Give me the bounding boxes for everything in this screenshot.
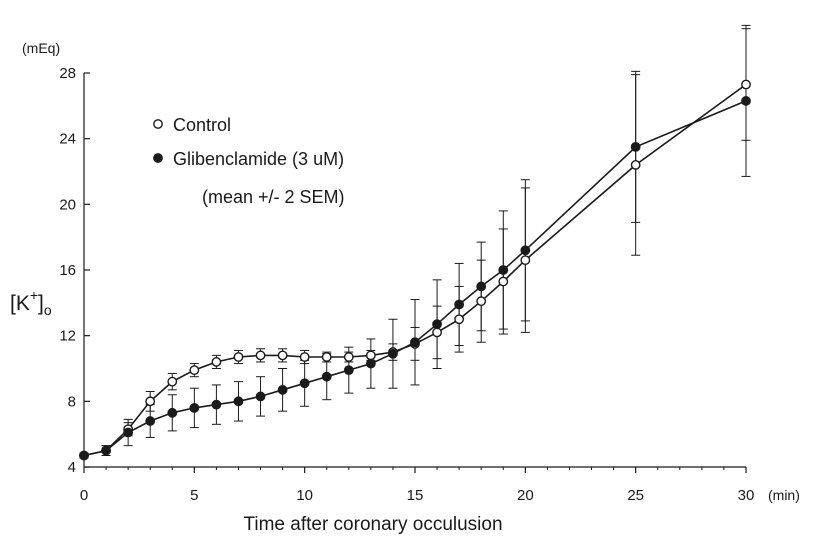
glibenclamide-3-um-point [741, 96, 751, 106]
y-tick-label: 4 [68, 459, 76, 476]
glibenclamide-3-um-point [520, 245, 531, 256]
y-axis-title: [K+]o [10, 287, 52, 318]
glibenclamide-3-um-point [630, 141, 641, 152]
glibenclamide-3-um-point [432, 319, 442, 330]
control-line [83, 83, 747, 457]
x-tick-label: 10 [296, 487, 313, 504]
legend-label-glibenclamide: Glibenclamide (3 uM) [173, 149, 344, 169]
x-tick-label: 30 [738, 487, 755, 504]
glibenclamide-3-um-point [476, 281, 487, 292]
control-point [277, 350, 288, 361]
y-tick-label: 24 [59, 131, 76, 148]
y-tick-label: 12 [59, 328, 76, 345]
glibenclamide-3-um-point [211, 399, 222, 410]
control-point [299, 352, 310, 362]
y-unit-label: (mEq) [22, 40, 60, 56]
y-axis-title-close: ] [38, 292, 44, 315]
glibenclamide-3-um-point [388, 348, 398, 359]
control-point [741, 79, 751, 90]
x-tick-label: 0 [80, 487, 88, 504]
glibenclamide-3-um-point [365, 358, 376, 369]
x-tick-label: 20 [517, 487, 534, 504]
control-point [189, 365, 200, 376]
glibenclamide-3-um-point [343, 365, 354, 376]
legend-note: (mean +/- 2 SEM) [202, 187, 345, 207]
legend-label-control: Control [173, 115, 231, 135]
legend-marker-glibenclamide [153, 153, 163, 163]
control-point [233, 352, 244, 362]
legend: Control Glibenclamide (3 uM) (mean +/- 2… [153, 115, 345, 207]
control-error-bars [79, 28, 751, 459]
control-point [343, 352, 354, 362]
glibenclamide-3-um-point [498, 265, 509, 275]
x-axis-title: Time after coronary occulusion [243, 514, 502, 535]
glibenclamide-3-um-point [233, 396, 244, 407]
y-axis-title-sub: o [44, 302, 52, 318]
glibenclamide-3-um-point [101, 445, 111, 456]
control-point [321, 352, 332, 362]
glibenclamide-3-um-error-bars [79, 24, 751, 459]
control-point [630, 160, 641, 170]
control-point [432, 327, 442, 338]
y-axis-title-sup: + [30, 287, 38, 303]
control-point [498, 276, 509, 287]
control-point [476, 296, 487, 307]
x-tick-label: 25 [627, 487, 644, 504]
glibenclamide-3-um-point [277, 384, 288, 395]
control-point [520, 255, 531, 266]
glibenclamide-3-um-point [454, 299, 465, 310]
glibenclamide-3-um-point [145, 416, 156, 426]
control-point [365, 350, 376, 361]
glibenclamide-3-um-point [167, 407, 178, 418]
control-points [79, 79, 751, 461]
y-tick-label: 8 [68, 393, 76, 410]
glibenclamide-3-um-point [79, 450, 89, 461]
glibenclamide-3-um-point [299, 378, 310, 389]
x-tick-label: 15 [407, 487, 424, 504]
axes: 4 8 12 16 20 24 28 0 5 10 15 20 25 30 [59, 65, 754, 504]
y-tick-label: 28 [59, 65, 76, 82]
legend-marker-control [153, 119, 163, 129]
glibenclamide-3-um-point [189, 402, 200, 413]
control-point [167, 376, 178, 387]
glibenclamide-3-um-point [123, 427, 134, 438]
series-layer [79, 24, 751, 461]
x-unit-label: (min) [768, 487, 800, 503]
glibenclamide-3-um-points [79, 96, 751, 461]
control-point [454, 314, 465, 325]
control-point [211, 357, 222, 367]
y-tick-label: 16 [59, 262, 76, 279]
control-point [145, 396, 156, 407]
y-tick-label: 20 [59, 196, 76, 213]
y-axis-title-open: [K [10, 292, 30, 315]
control-point [255, 350, 266, 361]
glibenclamide-3-um-point [255, 391, 266, 402]
glibenclamide-3-um-point [410, 337, 420, 348]
glibenclamide-3-um-point [321, 371, 332, 382]
x-tick-label: 5 [190, 487, 198, 504]
